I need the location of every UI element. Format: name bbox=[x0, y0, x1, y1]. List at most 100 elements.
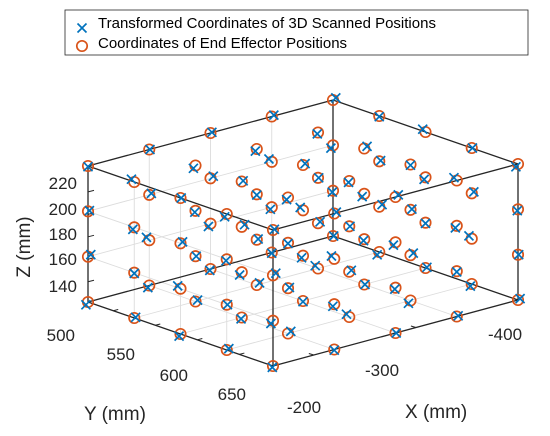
data-point-x bbox=[222, 299, 233, 310]
x-tick-label: -200 bbox=[287, 398, 321, 417]
data-point-x bbox=[80, 299, 92, 310]
data-point-x bbox=[203, 221, 214, 232]
data-point-x bbox=[130, 312, 141, 323]
data-point-o bbox=[189, 204, 202, 217]
data-point-x bbox=[359, 279, 371, 290]
data-point-o bbox=[326, 229, 340, 243]
data-point-o bbox=[189, 295, 202, 308]
data-point-o bbox=[265, 110, 278, 123]
data-point-x bbox=[331, 206, 342, 218]
data-point-o bbox=[281, 282, 295, 295]
data-point-x bbox=[127, 224, 138, 235]
data-point-o bbox=[373, 155, 386, 168]
data-point-x bbox=[263, 153, 275, 165]
data-point-o bbox=[143, 188, 156, 201]
data-point-x bbox=[512, 205, 523, 216]
y-axis-label: Y (mm) bbox=[84, 404, 146, 425]
data-point-o bbox=[358, 233, 371, 246]
legend-box bbox=[64, 9, 529, 56]
data-point-x bbox=[357, 191, 368, 202]
data-point-x bbox=[204, 265, 215, 276]
data-point-x bbox=[235, 313, 247, 325]
data-point-x bbox=[250, 145, 261, 157]
data-point-x bbox=[403, 298, 414, 309]
data-point-o bbox=[389, 281, 402, 294]
data-point-x bbox=[514, 293, 526, 304]
data-point-x bbox=[282, 238, 294, 249]
data-point-o bbox=[450, 265, 463, 278]
data-point-o bbox=[311, 126, 325, 139]
data-point-o bbox=[75, 39, 89, 53]
grid-lines bbox=[87, 99, 519, 367]
data-point-x bbox=[375, 155, 386, 166]
data-point-o bbox=[128, 266, 141, 279]
data-point-o bbox=[143, 279, 156, 292]
data-point-x bbox=[254, 277, 265, 289]
z-tick-mark bbox=[87, 279, 95, 283]
data-point-x bbox=[468, 186, 479, 197]
data-point-o bbox=[343, 220, 356, 233]
data-point-x bbox=[82, 161, 94, 172]
data-point-o bbox=[220, 253, 233, 266]
data-point-x bbox=[374, 111, 385, 122]
data-point-x bbox=[344, 221, 356, 232]
data-point-x bbox=[372, 249, 383, 260]
data-points bbox=[80, 92, 526, 373]
data-point-x bbox=[281, 194, 292, 205]
data-point-x bbox=[510, 161, 522, 172]
z-tick-label: 180 bbox=[49, 225, 77, 244]
data-point-x bbox=[129, 268, 140, 279]
data-point-x bbox=[76, 22, 88, 34]
axes-box bbox=[87, 99, 519, 367]
data-point-x bbox=[418, 174, 430, 185]
z-tick-label: 140 bbox=[49, 277, 77, 296]
data-point-x bbox=[176, 192, 187, 204]
data-point-x bbox=[453, 310, 464, 321]
data-point-x bbox=[408, 248, 419, 259]
y-tick-labels: 500 550 600 650 bbox=[47, 326, 246, 404]
x-tick-mark bbox=[308, 353, 314, 356]
data-point-x bbox=[451, 266, 462, 278]
data-point-o bbox=[143, 143, 156, 156]
data-point-o bbox=[250, 142, 263, 156]
legend-entry: Coordinates of End Effector Positions bbox=[98, 35, 347, 52]
data-point-x bbox=[173, 330, 185, 342]
data-point-o bbox=[81, 159, 95, 173]
data-point-x bbox=[326, 250, 337, 262]
data-point-o bbox=[326, 184, 340, 197]
data-point-x bbox=[310, 260, 321, 271]
data-point-o bbox=[189, 250, 202, 263]
y-tick-label: 600 bbox=[160, 366, 188, 385]
data-point-x bbox=[285, 326, 296, 337]
data-point-o bbox=[128, 221, 141, 234]
data-point-o bbox=[235, 311, 248, 324]
data-point-o bbox=[465, 141, 478, 155]
data-point-o bbox=[389, 326, 402, 340]
x-axis-label: X (mm) bbox=[405, 402, 467, 423]
data-point-o bbox=[174, 237, 187, 250]
data-point-x bbox=[189, 207, 200, 218]
data-point-x bbox=[177, 236, 188, 247]
data-point-o bbox=[235, 175, 248, 188]
legend: Transformed Coordinates of 3D Scanned Po… bbox=[64, 9, 529, 56]
data-point-o bbox=[204, 126, 217, 140]
data-point-x bbox=[238, 175, 249, 186]
data-point-o bbox=[450, 310, 463, 323]
data-point-x bbox=[172, 280, 183, 292]
data-point-x bbox=[327, 301, 338, 312]
data-point-o bbox=[450, 219, 463, 232]
data-point-x bbox=[146, 188, 157, 199]
data-point-x bbox=[84, 205, 95, 216]
data-point-x bbox=[192, 294, 203, 306]
data-point-o bbox=[281, 236, 295, 249]
data-point-o bbox=[511, 203, 525, 216]
data-point-x bbox=[284, 282, 295, 293]
data-point-o bbox=[465, 187, 478, 200]
data-point-x bbox=[313, 172, 324, 183]
data-point-x bbox=[388, 239, 399, 251]
data-point-x bbox=[341, 309, 352, 320]
data-point-x bbox=[406, 203, 418, 215]
data-point-x bbox=[361, 141, 373, 152]
data-point-x bbox=[208, 171, 219, 182]
